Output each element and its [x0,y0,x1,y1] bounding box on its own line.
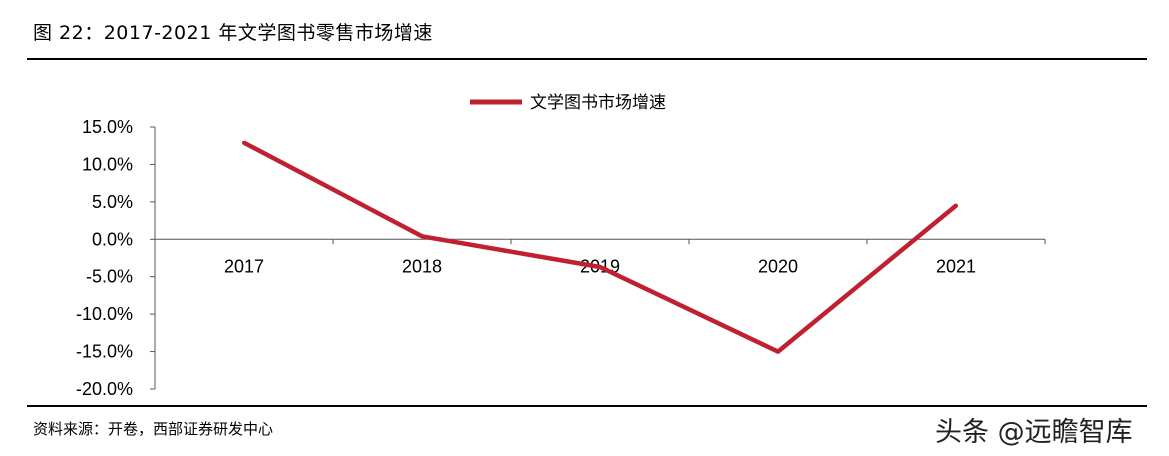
y-tick-labels: 15.0% 10.0% 5.0% 0.0% -5.0% -10.0% -15.0% -20.0… [76,117,133,399]
y-tick-label: 5.0% [92,192,133,212]
y-tick-label: 0.0% [92,229,133,249]
y-tick-label: 15.0% [82,117,133,137]
data-point [954,203,958,208]
legend: 文学图书市场增速 [470,93,666,113]
x-tick-label: 2020 [758,256,798,276]
data-point [598,264,602,269]
data-point [420,234,424,239]
watermark: 头条 @远瞻智库 [935,417,1133,448]
data-point [242,140,246,145]
x-tick-label: 2021 [936,256,976,276]
source-note: 资料来源：开卷，西部证券研发中心 [33,420,274,438]
bottom-rule [27,405,1147,407]
y-tick-label: 10.0% [82,154,133,174]
y-tick-label: -15.0% [76,342,133,362]
axes [150,126,1046,390]
y-tick-label: -20.0% [76,379,133,399]
series-line [242,140,958,354]
data-point [776,349,780,354]
x-tick-label: 2018 [402,256,442,276]
figure-title: 图 22：2017-2021 年文学图书零售市场增速 [33,22,433,44]
y-tick-label: -10.0% [76,304,133,324]
series [242,140,958,354]
y-tick-label: -5.0% [86,267,133,287]
legend-label: 文学图书市场增速 [530,93,666,113]
x-tick-label: 2017 [224,256,264,276]
top-rule [27,58,1147,60]
x-tick-labels: 20172018201920202021 [224,256,976,276]
